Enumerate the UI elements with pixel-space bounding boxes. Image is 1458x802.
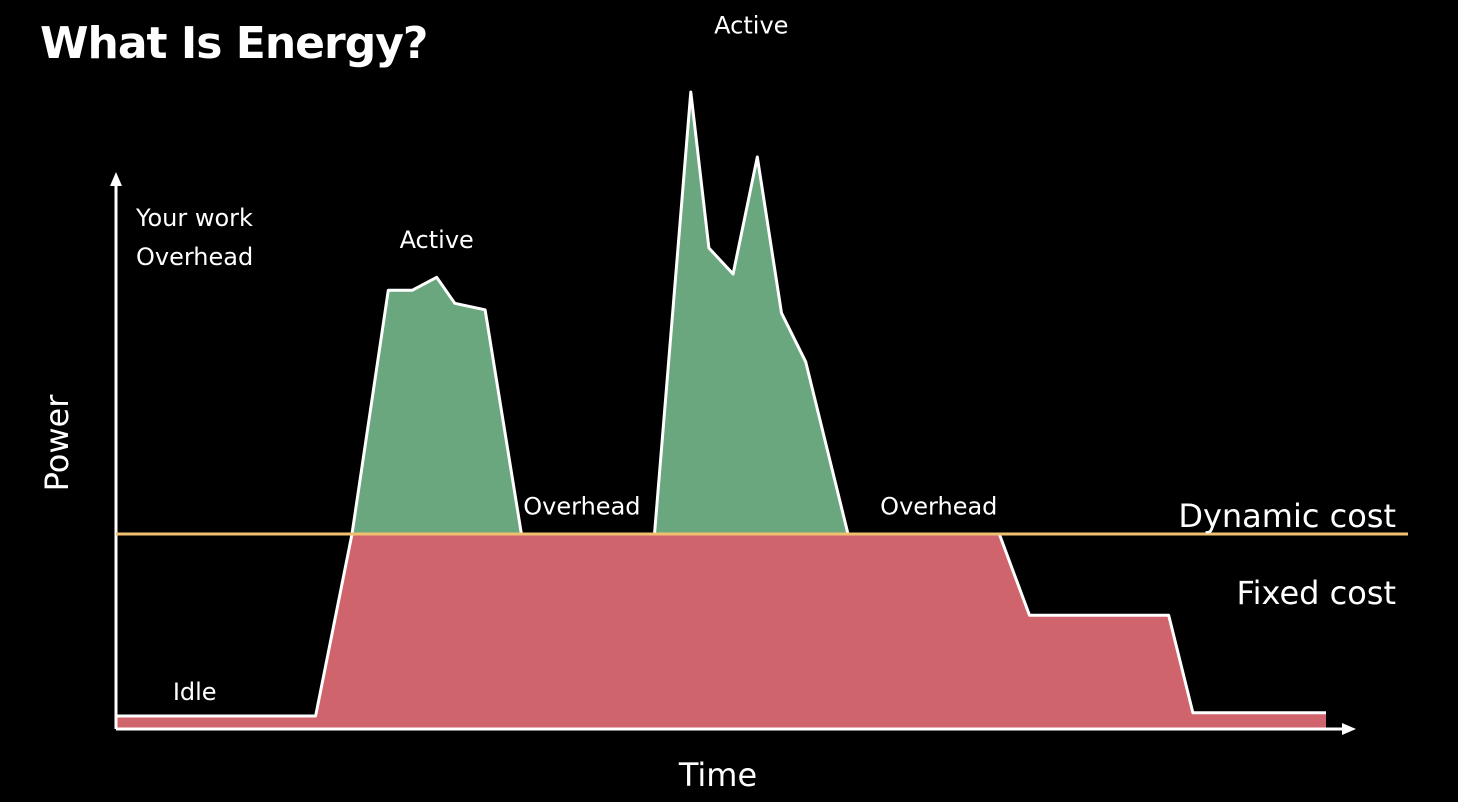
overhead-area-outline <box>116 532 1326 718</box>
x-axis-arrow <box>1342 723 1356 735</box>
annotation-idle-1: Idle <box>173 678 217 706</box>
dynamic-cost-label: Dynamic cost <box>1178 497 1396 535</box>
legend-item-your-work: Your work <box>135 204 253 232</box>
your-work-area-1 <box>352 277 522 534</box>
legend-item-overhead: Overhead <box>136 243 253 271</box>
chart-annotations: Idle Active Overhead Active Overhead <box>173 12 998 706</box>
your-work-outline-2 <box>653 90 850 535</box>
y-axis-title: Power <box>38 394 76 492</box>
annotation-active-2: Active <box>400 226 474 254</box>
y-axis-arrow <box>110 172 122 186</box>
your-work-outline-1 <box>350 275 523 535</box>
annotation-active-4: Active <box>714 12 788 40</box>
annotation-overhead-5: Overhead <box>880 493 997 521</box>
chart-areas <box>116 90 1326 729</box>
slide-title: What Is Energy? <box>40 18 428 69</box>
annotation-overhead-3: Overhead <box>523 493 640 521</box>
fixed-cost-label: Fixed cost <box>1237 574 1396 612</box>
chart-axes <box>110 172 1356 735</box>
your-work-area-2 <box>654 92 848 534</box>
x-axis-title: Time <box>678 756 757 794</box>
overhead-area <box>116 534 1326 729</box>
